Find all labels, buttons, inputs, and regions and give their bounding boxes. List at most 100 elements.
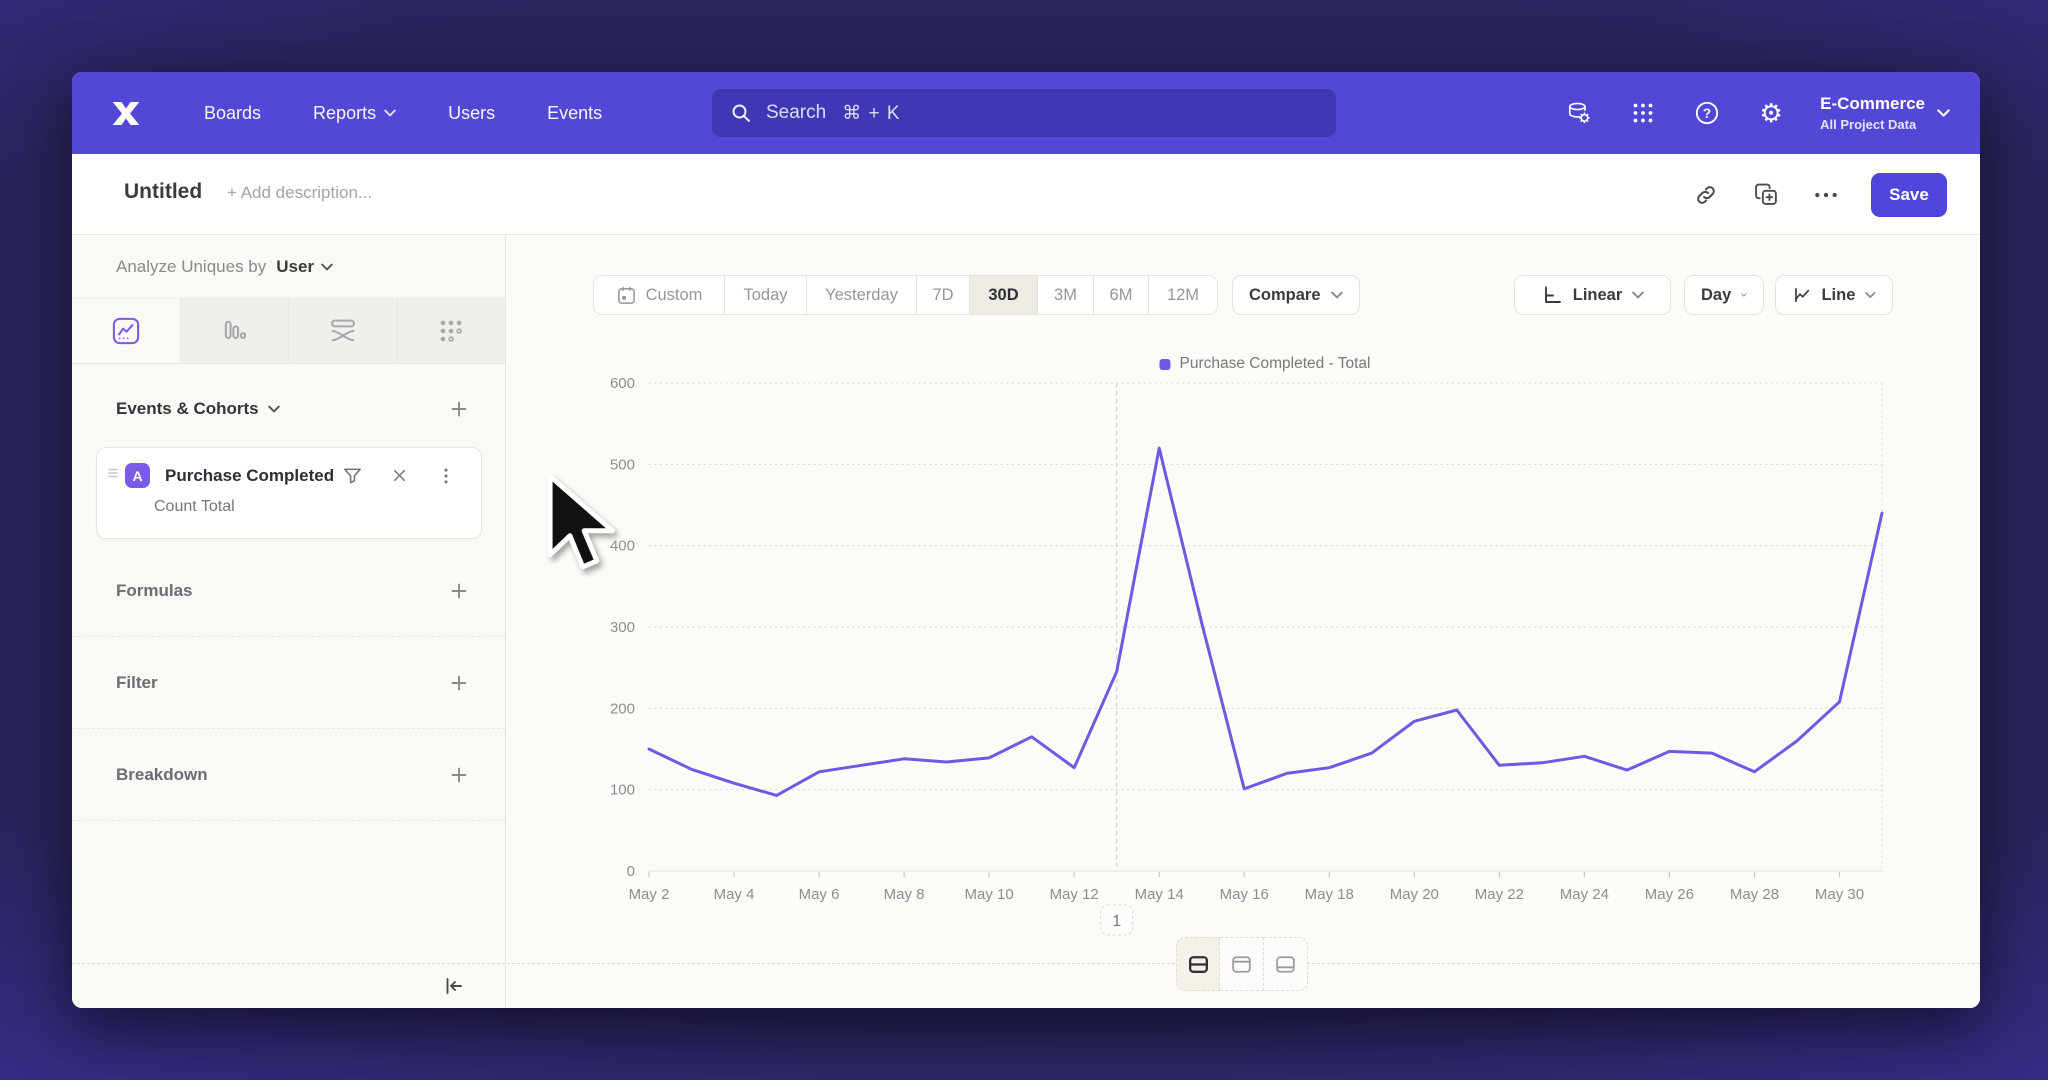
- section-filter[interactable]: Filter: [72, 637, 505, 729]
- plus-icon: [451, 401, 467, 417]
- range-6m[interactable]: 6M: [1094, 276, 1149, 314]
- x-tick-label: May 28: [1730, 886, 1779, 903]
- chevron-down-icon: [267, 405, 280, 413]
- data-management-icon[interactable]: [1564, 98, 1594, 128]
- calendar-icon: [617, 286, 635, 304]
- x-tick-label: May 8: [884, 886, 925, 903]
- project-selector[interactable]: E-Commerce All Project Data: [1820, 94, 1950, 132]
- nav-item-boards[interactable]: Boards: [204, 102, 262, 123]
- x-tick-label: May 14: [1135, 886, 1184, 903]
- event-card[interactable]: A Purchase Completed: [96, 447, 482, 539]
- x-tick-label: May 26: [1645, 886, 1694, 903]
- event-metric[interactable]: Count Total: [154, 498, 235, 515]
- ellipsis-icon[interactable]: [1811, 180, 1841, 210]
- x-tick-label: May 4: [714, 886, 755, 903]
- collapse-sidebar-icon[interactable]: [441, 974, 465, 998]
- help-icon[interactable]: ?: [1692, 98, 1722, 128]
- project-scope: All Project Data: [1820, 117, 1917, 132]
- x-tick-label: May 16: [1220, 886, 1269, 903]
- split-rows-view-button[interactable]: [1176, 937, 1220, 991]
- y-tick-label: 200: [610, 700, 635, 717]
- range-today[interactable]: Today: [725, 276, 807, 314]
- window-footer: [72, 937, 1980, 1008]
- nav-item-reports[interactable]: Reports: [313, 103, 396, 124]
- line-chart: 0 100 200 300 400 500 600 May 2 May 4 May 6 May 8 M…: [610, 375, 1884, 936]
- bars-tab-icon: [225, 320, 247, 339]
- section-breakdown[interactable]: Breakdown: [72, 729, 505, 821]
- chart-legend[interactable]: Purchase Completed - Total: [1159, 355, 1371, 373]
- range-yesterday[interactable]: Yesterday: [807, 276, 917, 314]
- range-30d[interactable]: 30D: [970, 276, 1038, 314]
- drag-handle-icon[interactable]: [107, 466, 119, 485]
- section-formulas[interactable]: Formulas: [72, 545, 505, 637]
- bottom-panel-view-button[interactable]: [1264, 937, 1308, 991]
- chevron-down-icon: [1741, 293, 1747, 297]
- range-12m[interactable]: 12M: [1149, 276, 1217, 314]
- x-tick-label: May 12: [1050, 886, 1099, 903]
- x-tick-label: May 18: [1305, 886, 1354, 903]
- filter-funnel-icon[interactable]: [341, 465, 363, 487]
- tab-retention[interactable]: [398, 299, 506, 363]
- chevron-down-icon: [1330, 291, 1343, 299]
- tab-insights[interactable]: [72, 299, 181, 363]
- x-tick-label: May 2: [629, 886, 670, 903]
- close-icon[interactable]: [388, 465, 410, 487]
- app-window: Boards Reports Users Events Search ⌘ + K: [72, 72, 1980, 1008]
- duplicate-icon[interactable]: [1751, 180, 1781, 210]
- tab-funnels[interactable]: [181, 299, 289, 363]
- report-header: Untitled + Add description...: [72, 154, 1980, 235]
- events-cohorts-header: Events & Cohorts: [72, 389, 505, 429]
- logo-x-icon[interactable]: [110, 100, 142, 127]
- analyze-value-dropdown[interactable]: User: [276, 257, 333, 277]
- gear-icon[interactable]: ⚙: [1759, 98, 1783, 128]
- chevron-down-icon: [384, 109, 396, 117]
- annotation-badge-label: 1: [1112, 913, 1121, 930]
- analyze-uniques-row: Analyze Uniques by User: [72, 235, 505, 299]
- add-description[interactable]: + Add description...: [227, 183, 373, 202]
- top-nav: Boards Reports Users Events Search ⌘ + K: [72, 72, 1980, 154]
- search-icon: [732, 104, 750, 122]
- search-input[interactable]: Search ⌘ + K: [712, 89, 1336, 137]
- scale-dropdown[interactable]: Linear: [1514, 275, 1671, 315]
- link-icon[interactable]: [1691, 180, 1721, 210]
- chevron-down-icon: [1632, 291, 1645, 299]
- interval-dropdown[interactable]: Day: [1684, 275, 1764, 315]
- y-tick-label: 300: [610, 619, 635, 636]
- linear-scale-icon: [1544, 286, 1561, 303]
- chart-type-dropdown[interactable]: Line: [1775, 275, 1893, 315]
- date-range-group: Custom Today Yesterday 7D 30D 3M 6M 12M: [593, 275, 1218, 315]
- insights-tab-icon: [112, 317, 139, 345]
- event-name[interactable]: Purchase Completed: [165, 465, 335, 485]
- legend-label: Purchase Completed - Total: [1179, 355, 1371, 372]
- plus-icon[interactable]: [449, 673, 469, 693]
- nav-right: ? ⚙ E-Commerce All Project Data: [1564, 72, 1950, 154]
- retention-tab-icon: [440, 320, 463, 342]
- annotation-badge[interactable]: [1100, 904, 1134, 936]
- series-line[interactable]: [647, 446, 1884, 797]
- compare-button[interactable]: Compare: [1232, 275, 1360, 315]
- search-shortcut: ⌘ + K: [842, 102, 901, 124]
- nav-item-users[interactable]: Users: [448, 102, 496, 123]
- top-panel-view-button[interactable]: [1220, 937, 1264, 991]
- add-event-button[interactable]: [449, 399, 469, 419]
- range-3m[interactable]: 3M: [1038, 276, 1094, 314]
- split-rows-view-icon: [1188, 955, 1208, 973]
- save-button[interactable]: Save: [1871, 172, 1947, 217]
- x-tick-label: May 22: [1475, 886, 1524, 903]
- query-sidebar: Analyze Uniques by User: [72, 235, 506, 963]
- nav-item-events[interactable]: Events: [547, 102, 603, 123]
- layout-toggle-icons: [1176, 937, 1308, 991]
- chart-panel: Custom Today Yesterday 7D 30D 3M 6M 12M Compare…: [506, 235, 1980, 963]
- kebab-icon[interactable]: [435, 465, 457, 487]
- tab-flows[interactable]: [289, 299, 398, 363]
- report-title[interactable]: Untitled: [124, 180, 203, 203]
- x-tick-label: May 30: [1815, 886, 1864, 903]
- range-custom[interactable]: Custom: [594, 276, 725, 314]
- events-cohorts-dropdown[interactable]: Events & Cohorts: [116, 399, 280, 419]
- project-name: E-Commerce: [1820, 94, 1925, 113]
- plus-icon[interactable]: [449, 765, 469, 785]
- range-7d[interactable]: 7D: [917, 276, 970, 314]
- chevron-down-icon: [1937, 109, 1950, 117]
- plus-icon[interactable]: [449, 581, 469, 601]
- apps-grid-icon[interactable]: [1628, 98, 1658, 128]
